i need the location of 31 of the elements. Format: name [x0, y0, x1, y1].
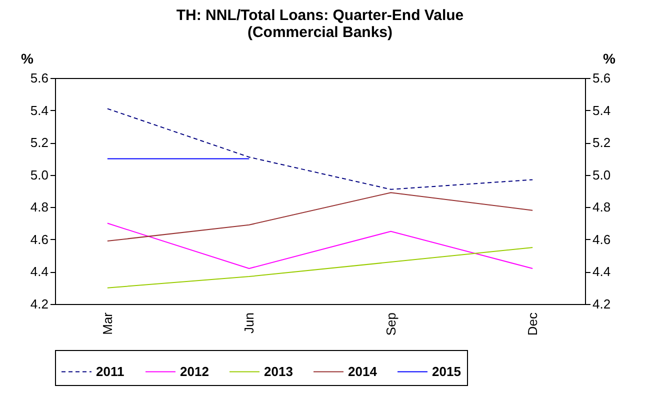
x-tick-label: Dec [525, 312, 540, 336]
x-tick-label: Sep [383, 312, 398, 336]
y2-tick-label: 4.8 [592, 200, 611, 215]
y2-tick-label: 4.2 [592, 296, 611, 312]
legend-label: 2012 [180, 364, 209, 379]
legend-label: 2015 [432, 364, 461, 379]
y2-tick-label: 5.6 [592, 70, 611, 86]
y-tick-label: 5.6 [30, 70, 48, 86]
legend-label: 2013 [264, 364, 293, 379]
line-series [106, 108, 534, 190]
y2-tick-label: 4.6 [592, 232, 611, 247]
line-series [106, 192, 534, 242]
y2-axis-title: % [603, 50, 616, 66]
y2-tick-label: 5.0 [592, 167, 611, 182]
x-tick-label: Jun [242, 312, 257, 334]
x-tick-label: Mar [100, 312, 115, 335]
legend-label: 2011 [96, 364, 124, 379]
y-tick-label: 4.8 [30, 200, 48, 215]
y-tick-label: 5.0 [30, 167, 48, 182]
y-tick-label: 5.2 [30, 135, 48, 150]
y2-tick-label: 5.4 [592, 102, 611, 118]
y-tick-label: 4.6 [30, 232, 48, 247]
y-tick-label: 4.4 [30, 264, 48, 280]
y2-tick-label: 5.2 [592, 135, 611, 150]
y-axis-title: % [21, 50, 34, 66]
line-series [106, 247, 534, 288]
y-tick-label: 4.2 [30, 296, 48, 312]
y-tick-label: 5.4 [30, 102, 48, 118]
legend-label: 2014 [348, 364, 378, 379]
chart-title: TH: NNL/Total Loans: Quarter-End Value (Commercial Banks) [176, 7, 464, 41]
y2-tick-label: 4.4 [592, 264, 611, 280]
